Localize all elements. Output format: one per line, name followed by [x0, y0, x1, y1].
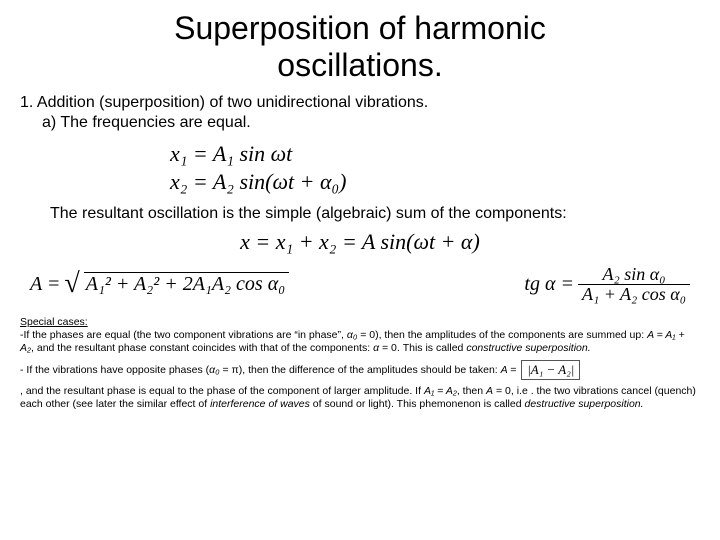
equation-amplitude: A = √ A₁² + A₂² + 2A₁A₂ cos α₀ — [30, 268, 289, 300]
case1-part-d: = 0. This is called — [379, 342, 466, 354]
case2-alpha0: α₀ — [209, 364, 219, 376]
fraction-numerator: A₂ sin α₀ — [599, 265, 670, 284]
case1-part-a: -If the phases are equal (the two compon… — [20, 329, 347, 341]
resultant-text: The resultant oscillation is the simple … — [50, 205, 700, 223]
case2-Aeq: A = — [501, 364, 517, 376]
fraction-denominator: A₁ + A₂ cos α₀ — [578, 284, 690, 304]
case3-part-a: , and the resultant phase is equal to th… — [20, 385, 424, 397]
title-line-2: oscillations. — [277, 47, 442, 83]
case3-destructive: destructive superposition. — [525, 398, 644, 410]
eq-tan-lhs: tg α = — [524, 273, 574, 296]
case3-interference: interference of waves — [210, 398, 310, 410]
case1-part-b: = 0), then the amplitudes of the compone… — [357, 329, 647, 341]
case2-part-b: = π), then the difference of the amplitu… — [220, 364, 501, 376]
equation-row-amplitude-phase: A = √ A₁² + A₂² + 2A₁A₂ cos α₀ tg α = A₂… — [30, 265, 690, 304]
title-line-1: Superposition of harmonic — [174, 10, 546, 46]
equation-x1: x₁ = A₁ sin ωt — [170, 140, 700, 169]
case3-eqA: A₁ = A₂ — [424, 385, 457, 397]
fraction: A₂ sin α₀ A₁ + A₂ cos α₀ — [578, 265, 690, 304]
section-1a-heading: a) The frequencies are equal. — [42, 114, 700, 132]
equation-block-x1x2: x₁ = A₁ sin ωt x₂ = A₂ sin(ωt + α₀) — [170, 140, 700, 197]
abs-value-box: |A₁ − A₂| — [521, 360, 580, 380]
case3-block: , and the resultant phase is equal to th… — [20, 385, 700, 411]
page-title: Superposition of harmonic oscillations. — [20, 10, 700, 84]
section-1-heading: 1. Addition (superposition) of two unidi… — [20, 94, 700, 112]
eq-A-lhs: A = — [30, 273, 60, 296]
case2-part-a: - If the vibrations have opposite phases… — [20, 364, 209, 376]
special-cases-block: Special cases: -If the phases are equal … — [20, 316, 700, 355]
case3-part-b: , then — [457, 385, 486, 397]
equation-sum: x = x₁ + x₂ = A sin(ωt + α) — [20, 229, 700, 255]
equation-x2: x₂ = A₂ sin(ωt + α₀) — [170, 168, 700, 197]
case1-alpha0: α₀ — [347, 329, 357, 341]
case3-part-d: of sound or light). This phemonenon is c… — [310, 398, 525, 410]
eq-A-radicand: A₁² + A₂² + 2A₁A₂ cos α₀ — [84, 272, 289, 296]
case1-part-c: , and the resultant phase constant coinc… — [31, 342, 373, 354]
case3-A0: A — [486, 385, 493, 397]
sqrt-icon: √ — [64, 268, 79, 300]
special-cases-heading: Special cases: — [20, 316, 88, 328]
case2-block: - If the vibrations have opposite phases… — [20, 360, 700, 380]
equation-tan-alpha: tg α = A₂ sin α₀ A₁ + A₂ cos α₀ — [524, 265, 690, 304]
case1-constructive: constructive superposition. — [466, 342, 590, 354]
